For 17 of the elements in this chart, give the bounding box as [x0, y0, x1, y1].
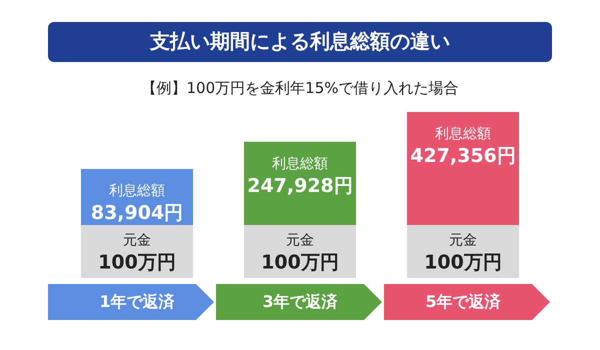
- data-label: 100万円: [424, 252, 502, 274]
- category-label: 1年で返済: [99, 292, 176, 311]
- data-label: 100万円: [261, 252, 339, 274]
- data-label: 247,928円: [247, 174, 353, 197]
- text: 【例】100万円を金利年15%で借り入れた場合: [142, 79, 458, 97]
- series-label: 利息総額: [109, 183, 165, 200]
- text: 元金: [449, 232, 477, 248]
- text: 元金: [286, 232, 314, 248]
- data-label: 100万円: [98, 252, 176, 274]
- data-label: 427,356円: [410, 145, 516, 167]
- text: 支払い期間による利息総額の違い: [149, 29, 450, 53]
- text: 利息総額: [435, 126, 491, 142]
- data-label: 83,904円: [90, 202, 184, 224]
- category-label: 5年で返済: [425, 292, 502, 311]
- text: 利息総額: [272, 156, 328, 172]
- series-label: 元金: [123, 232, 151, 248]
- category-label: 3年で返済: [262, 292, 339, 311]
